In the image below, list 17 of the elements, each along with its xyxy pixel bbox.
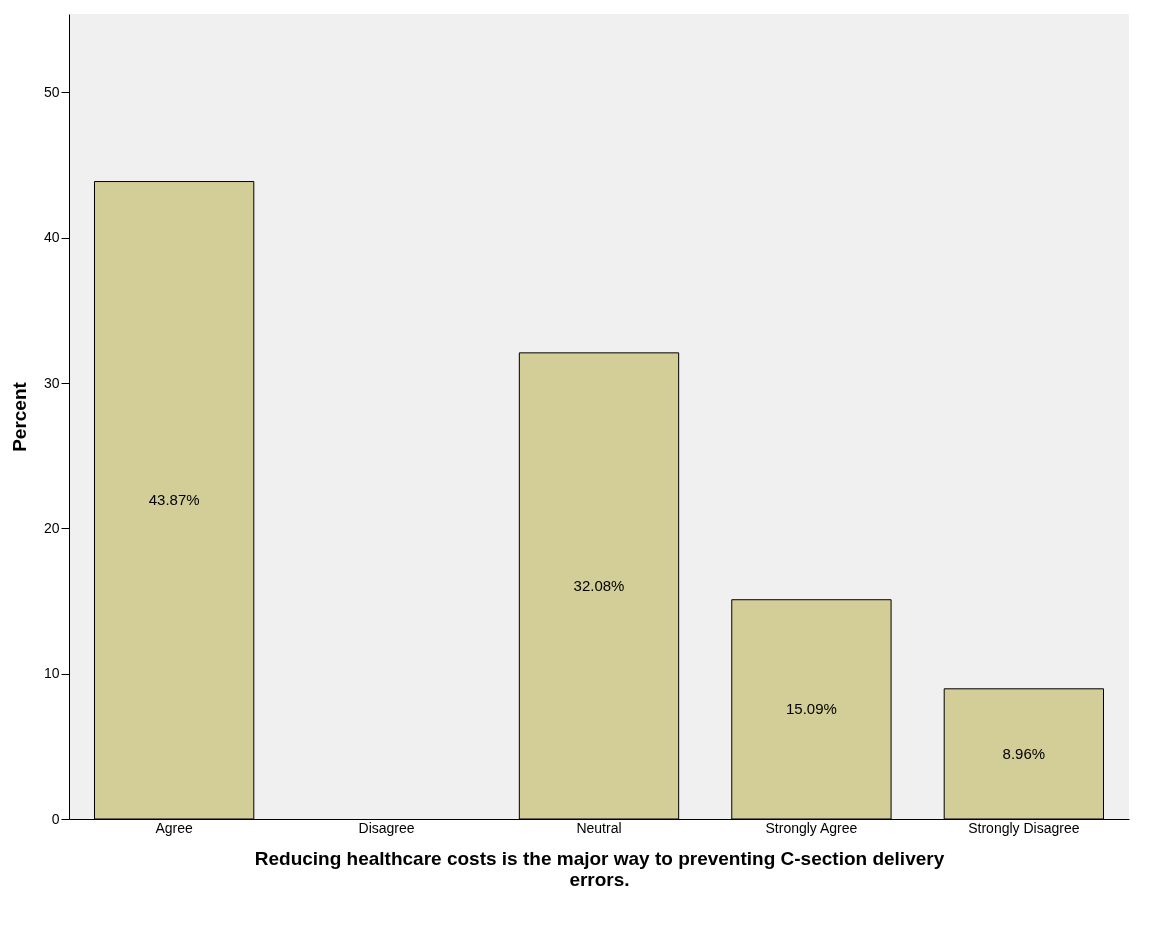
x-tick-label: Agree bbox=[155, 819, 194, 836]
y-axis-title: Percent bbox=[8, 381, 30, 452]
data-label: 32.08% bbox=[573, 576, 625, 594]
y-tick-label: 0 bbox=[51, 810, 60, 827]
y-tick-label: 40 bbox=[43, 229, 60, 246]
x-tick-label: Disagree bbox=[358, 819, 415, 836]
y-tick-label: 50 bbox=[43, 83, 60, 100]
data-label: 8.96% bbox=[1002, 744, 1046, 762]
data-label: 43.87% bbox=[148, 491, 200, 509]
x-tick-label: Neutral bbox=[576, 819, 622, 836]
y-tick-label: 20 bbox=[43, 519, 60, 536]
x-axis-title: Reducing healthcare costs is the major way to preventing C-section delivery errors. bbox=[254, 847, 945, 890]
x-tick-label: Strongly Agree bbox=[765, 819, 858, 836]
y-tick-label: 10 bbox=[43, 665, 60, 682]
y-tick-label: 30 bbox=[43, 374, 60, 391]
x-tick-label: Strongly Disagree bbox=[968, 819, 1080, 836]
data-label: 15.09% bbox=[785, 700, 837, 718]
